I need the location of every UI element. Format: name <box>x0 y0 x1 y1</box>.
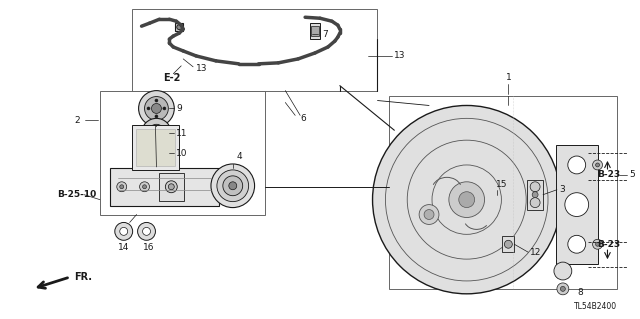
Bar <box>100 91 266 214</box>
Circle shape <box>568 235 586 253</box>
Text: 7: 7 <box>322 30 328 39</box>
Text: B-25-10: B-25-10 <box>58 190 97 199</box>
Circle shape <box>223 176 243 196</box>
Text: 6: 6 <box>300 114 306 123</box>
Text: 3: 3 <box>559 185 564 194</box>
Text: 13: 13 <box>196 64 207 73</box>
Text: 14: 14 <box>118 243 129 252</box>
Circle shape <box>557 283 569 295</box>
Circle shape <box>155 115 158 118</box>
Text: 2: 2 <box>74 116 80 125</box>
Circle shape <box>120 227 128 235</box>
Circle shape <box>152 149 161 157</box>
Circle shape <box>152 103 161 114</box>
Text: 1: 1 <box>506 73 511 82</box>
Circle shape <box>459 192 475 208</box>
Circle shape <box>143 185 147 189</box>
Text: 15: 15 <box>495 180 507 189</box>
Circle shape <box>217 170 248 202</box>
Circle shape <box>229 182 237 190</box>
Text: E-2: E-2 <box>163 73 180 83</box>
Circle shape <box>530 182 540 192</box>
Text: B-23: B-23 <box>598 170 621 179</box>
Circle shape <box>211 164 255 208</box>
Circle shape <box>596 242 600 246</box>
Text: 10: 10 <box>176 149 188 158</box>
Circle shape <box>168 184 174 190</box>
Bar <box>502 236 515 252</box>
Circle shape <box>596 163 600 167</box>
Circle shape <box>139 91 174 126</box>
Circle shape <box>143 227 150 235</box>
Bar <box>527 180 543 210</box>
Circle shape <box>165 181 177 193</box>
Circle shape <box>147 107 150 110</box>
Circle shape <box>554 262 572 280</box>
Text: B-23: B-23 <box>598 240 621 249</box>
Circle shape <box>120 185 124 189</box>
Circle shape <box>143 139 170 167</box>
Circle shape <box>593 239 602 249</box>
Text: 9: 9 <box>176 104 182 113</box>
Text: FR.: FR. <box>74 272 92 282</box>
Circle shape <box>530 198 540 208</box>
Bar <box>132 125 179 170</box>
Circle shape <box>138 222 156 240</box>
Text: 13: 13 <box>394 51 406 60</box>
Text: 11: 11 <box>176 129 188 138</box>
Circle shape <box>177 25 182 30</box>
Circle shape <box>147 124 165 142</box>
Circle shape <box>419 204 439 225</box>
Bar <box>389 96 618 289</box>
Text: 4: 4 <box>237 152 243 160</box>
Circle shape <box>561 286 565 291</box>
Circle shape <box>145 97 168 120</box>
Circle shape <box>141 118 172 148</box>
Circle shape <box>424 210 434 219</box>
Bar <box>136 129 175 166</box>
Circle shape <box>147 144 165 162</box>
Circle shape <box>115 222 132 240</box>
Circle shape <box>449 182 484 218</box>
Bar <box>311 26 319 36</box>
Circle shape <box>372 106 561 294</box>
Circle shape <box>155 99 158 102</box>
Bar <box>159 173 184 201</box>
Bar <box>310 23 320 39</box>
Circle shape <box>504 240 512 248</box>
Circle shape <box>593 160 602 170</box>
Text: 5: 5 <box>629 170 635 179</box>
Circle shape <box>163 107 166 110</box>
Bar <box>556 145 598 264</box>
Bar <box>110 168 219 205</box>
Circle shape <box>140 182 150 192</box>
Text: TL54B2400: TL54B2400 <box>574 302 618 311</box>
Circle shape <box>116 182 127 192</box>
Circle shape <box>532 192 538 198</box>
Text: 8: 8 <box>578 288 584 297</box>
Circle shape <box>565 193 589 217</box>
Circle shape <box>152 129 161 137</box>
Circle shape <box>568 156 586 174</box>
Text: 16: 16 <box>143 243 154 252</box>
Text: 12: 12 <box>530 248 541 257</box>
Bar <box>175 23 183 31</box>
Bar <box>132 9 378 91</box>
